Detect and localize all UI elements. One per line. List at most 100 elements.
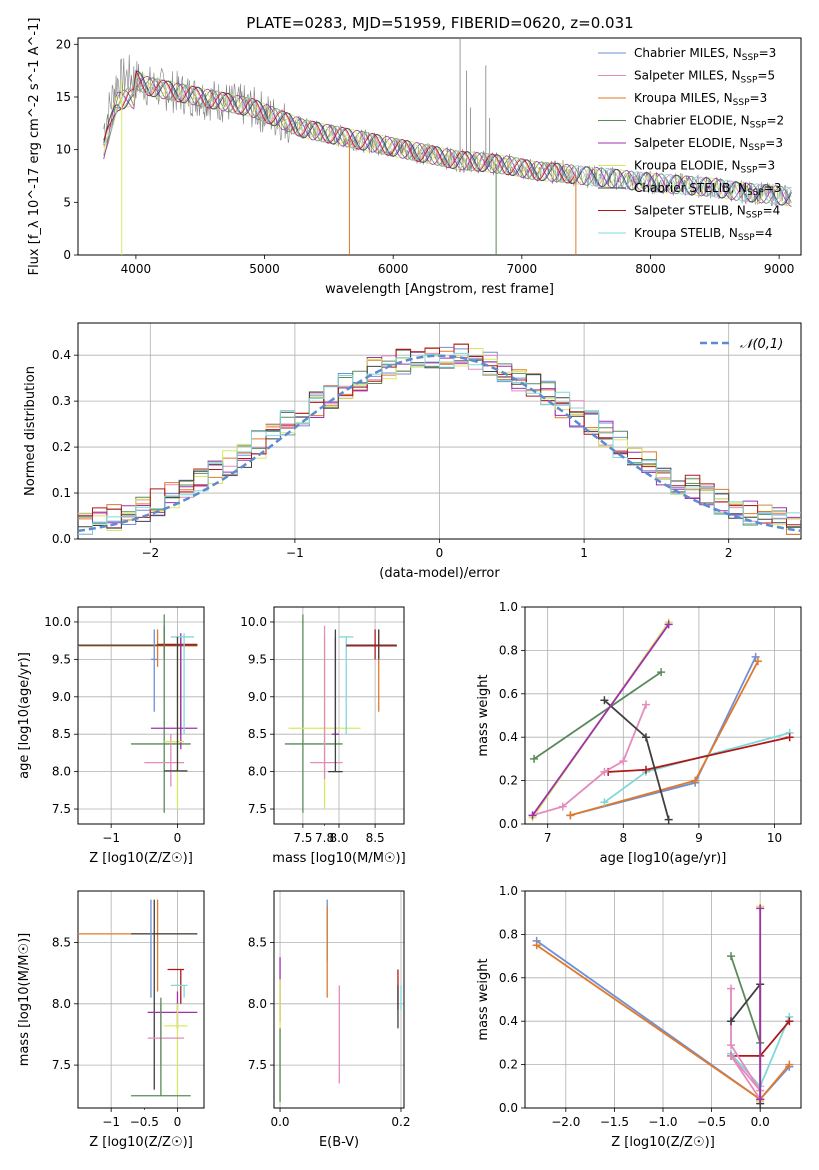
legend-nssp: =3 — [765, 136, 783, 150]
weight-point-marker — [619, 757, 628, 766]
legend-subscript: SSP — [748, 143, 765, 153]
weight_vs_Z-ylabel: mass weight — [476, 958, 491, 1040]
residuals-ylabel: Normed distribution — [23, 366, 38, 496]
mass_vs_Z-ylabel: mass [log10(M/M☉)] — [17, 933, 32, 1066]
legend-nssp: =4 — [763, 204, 781, 218]
model-spectrum-line — [103, 77, 792, 204]
y-tick-label: 1.0 — [499, 600, 518, 614]
mass_vs_EBV-frame — [273, 890, 405, 1109]
x-tick-label: 7.5 — [293, 831, 312, 845]
mass_vs_EBV-xlabel: E(B-V) — [319, 1135, 359, 1150]
x-minor-tick-label: 7.8 — [315, 831, 334, 845]
y-tick-label: 9.0 — [248, 690, 267, 704]
weight-point-marker — [753, 657, 762, 666]
weight_vs_Z-xlabel: Z [log10(Z/Z☉)] — [611, 1135, 715, 1150]
age_vs_mass-frame — [273, 606, 405, 825]
weight_vs_age-plot — [528, 618, 794, 824]
legend-label: Kroupa ELODIE, NSSP=3 — [634, 159, 775, 176]
weight_vs_age-frame — [524, 606, 802, 825]
y-tick-label: 0.0 — [52, 532, 71, 546]
legend-model-name: Salpeter MILES, N — [634, 69, 741, 83]
x-tick-label: −0.5 — [697, 1115, 726, 1129]
spectrum-frame — [77, 37, 802, 256]
y-tick-label: 10.0 — [240, 615, 267, 629]
y-tick-label: 0.4 — [52, 348, 71, 362]
x-tick-label: 8000 — [635, 262, 666, 276]
weight-point-marker — [641, 700, 650, 709]
x-tick-label: 1 — [580, 546, 588, 560]
figure-title: PLATE=0283, MJD=51959, FIBERID=0620, z=0… — [246, 14, 633, 32]
legend-nssp: =2 — [766, 114, 784, 128]
y-tick-label: 10.0 — [44, 615, 71, 629]
x-tick-label: 9 — [695, 831, 703, 845]
age_vs_Z-plot — [78, 614, 198, 813]
weight-point-marker — [785, 733, 794, 742]
legend-label: Kroupa STELIB, NSSP=4 — [634, 226, 772, 243]
weight-point-marker — [558, 802, 567, 811]
legend-label: Chabrier MILES, NSSP=3 — [634, 46, 776, 63]
legend-nssp: =3 — [757, 159, 775, 173]
legend-nssp: =5 — [757, 69, 775, 83]
y-tick-label: 8.5 — [52, 727, 71, 741]
legend-label: Kroupa MILES, NSSP=3 — [634, 91, 767, 108]
age_vs_mass-plot — [284, 614, 397, 813]
x-tick-label: −1 — [286, 546, 304, 560]
model-spectrum-line — [103, 73, 792, 207]
weight-point-marker — [532, 941, 541, 950]
age_vs_Z-xlabel: Z [log10(Z/Z☉)] — [89, 851, 193, 866]
age_vs_Z-axes: −1 0 7.5 8.0 8.5 9.0 9.5 10.0 Z [log10(Z/Z☉)] age… — [17, 606, 205, 866]
legend-model-name: Kroupa STELIB, N — [634, 226, 738, 240]
legend-nssp: =3 — [764, 181, 782, 195]
weight-series-line — [533, 671, 662, 760]
spectrum-ylabel: Flux [f_λ 10^-17 erg cm^-2 s^-1 A^-1] — [27, 18, 42, 276]
weight-series-line — [570, 660, 759, 817]
y-tick-label: 8.0 — [248, 997, 267, 1011]
y-tick-label: 0.1 — [52, 486, 71, 500]
age_vs_Z-frame — [77, 606, 205, 825]
y-tick-label: 9.0 — [52, 690, 71, 704]
residuals-xlabel: (data-model)/error — [379, 566, 500, 581]
y-tick-label: 8.5 — [52, 935, 71, 949]
weight-point-marker — [641, 765, 650, 774]
weight-series-line — [570, 656, 757, 817]
mass_vs_Z-xlabel: Z [log10(Z/Z☉)] — [89, 1135, 193, 1150]
x-minor-tick-label: −0.5 — [130, 1115, 159, 1129]
residuals-legend: 𝒩(0,1) — [700, 337, 783, 352]
y-tick-label: 5 — [63, 195, 71, 209]
y-tick-label: 8.5 — [248, 727, 267, 741]
legend-model-name: Chabrier MILES, N — [634, 46, 742, 60]
residual-histogram-step — [78, 352, 801, 535]
y-tick-label: 8.0 — [52, 765, 71, 779]
y-tick-label: 10 — [56, 143, 71, 157]
weight-point-marker — [641, 733, 650, 742]
x-tick-label: 8.5 — [366, 831, 385, 845]
x-tick-label: 4000 — [121, 262, 152, 276]
weight-point-marker — [657, 668, 666, 677]
legend-label: Salpeter STELIB, NSSP=4 — [634, 204, 780, 221]
model-spectrum-line — [103, 78, 575, 183]
legend-model-name: Salpeter ELODIE, N — [634, 136, 748, 150]
weight_vs_Z-frame — [524, 890, 802, 1109]
weight-point-marker — [530, 754, 539, 763]
y-tick-label: 0.8 — [499, 643, 518, 657]
x-tick-label: 10 — [767, 831, 782, 845]
x-tick-label: 0.2 — [391, 1115, 410, 1129]
y-tick-label: 0.3 — [52, 394, 71, 408]
x-tick-label: 0 — [174, 831, 182, 845]
weight-point-marker — [600, 767, 609, 776]
spectrum-plot — [103, 39, 792, 255]
legend-model-name: Kroupa MILES, N — [634, 91, 733, 105]
legend-subscript: SSP — [738, 233, 755, 243]
x-tick-label: 5000 — [249, 262, 280, 276]
x-tick-label: 2 — [725, 546, 733, 560]
x-tick-label: −1 — [102, 831, 120, 845]
y-tick-label: 0.0 — [499, 1101, 518, 1115]
weight-point-marker — [727, 1051, 736, 1060]
legend-model-name: Salpeter STELIB, N — [634, 204, 746, 218]
legend-nssp: =3 — [759, 46, 777, 60]
y-tick-label: 8.0 — [248, 765, 267, 779]
x-tick-label: 7000 — [507, 262, 538, 276]
x-tick-label: 0 — [436, 546, 444, 560]
